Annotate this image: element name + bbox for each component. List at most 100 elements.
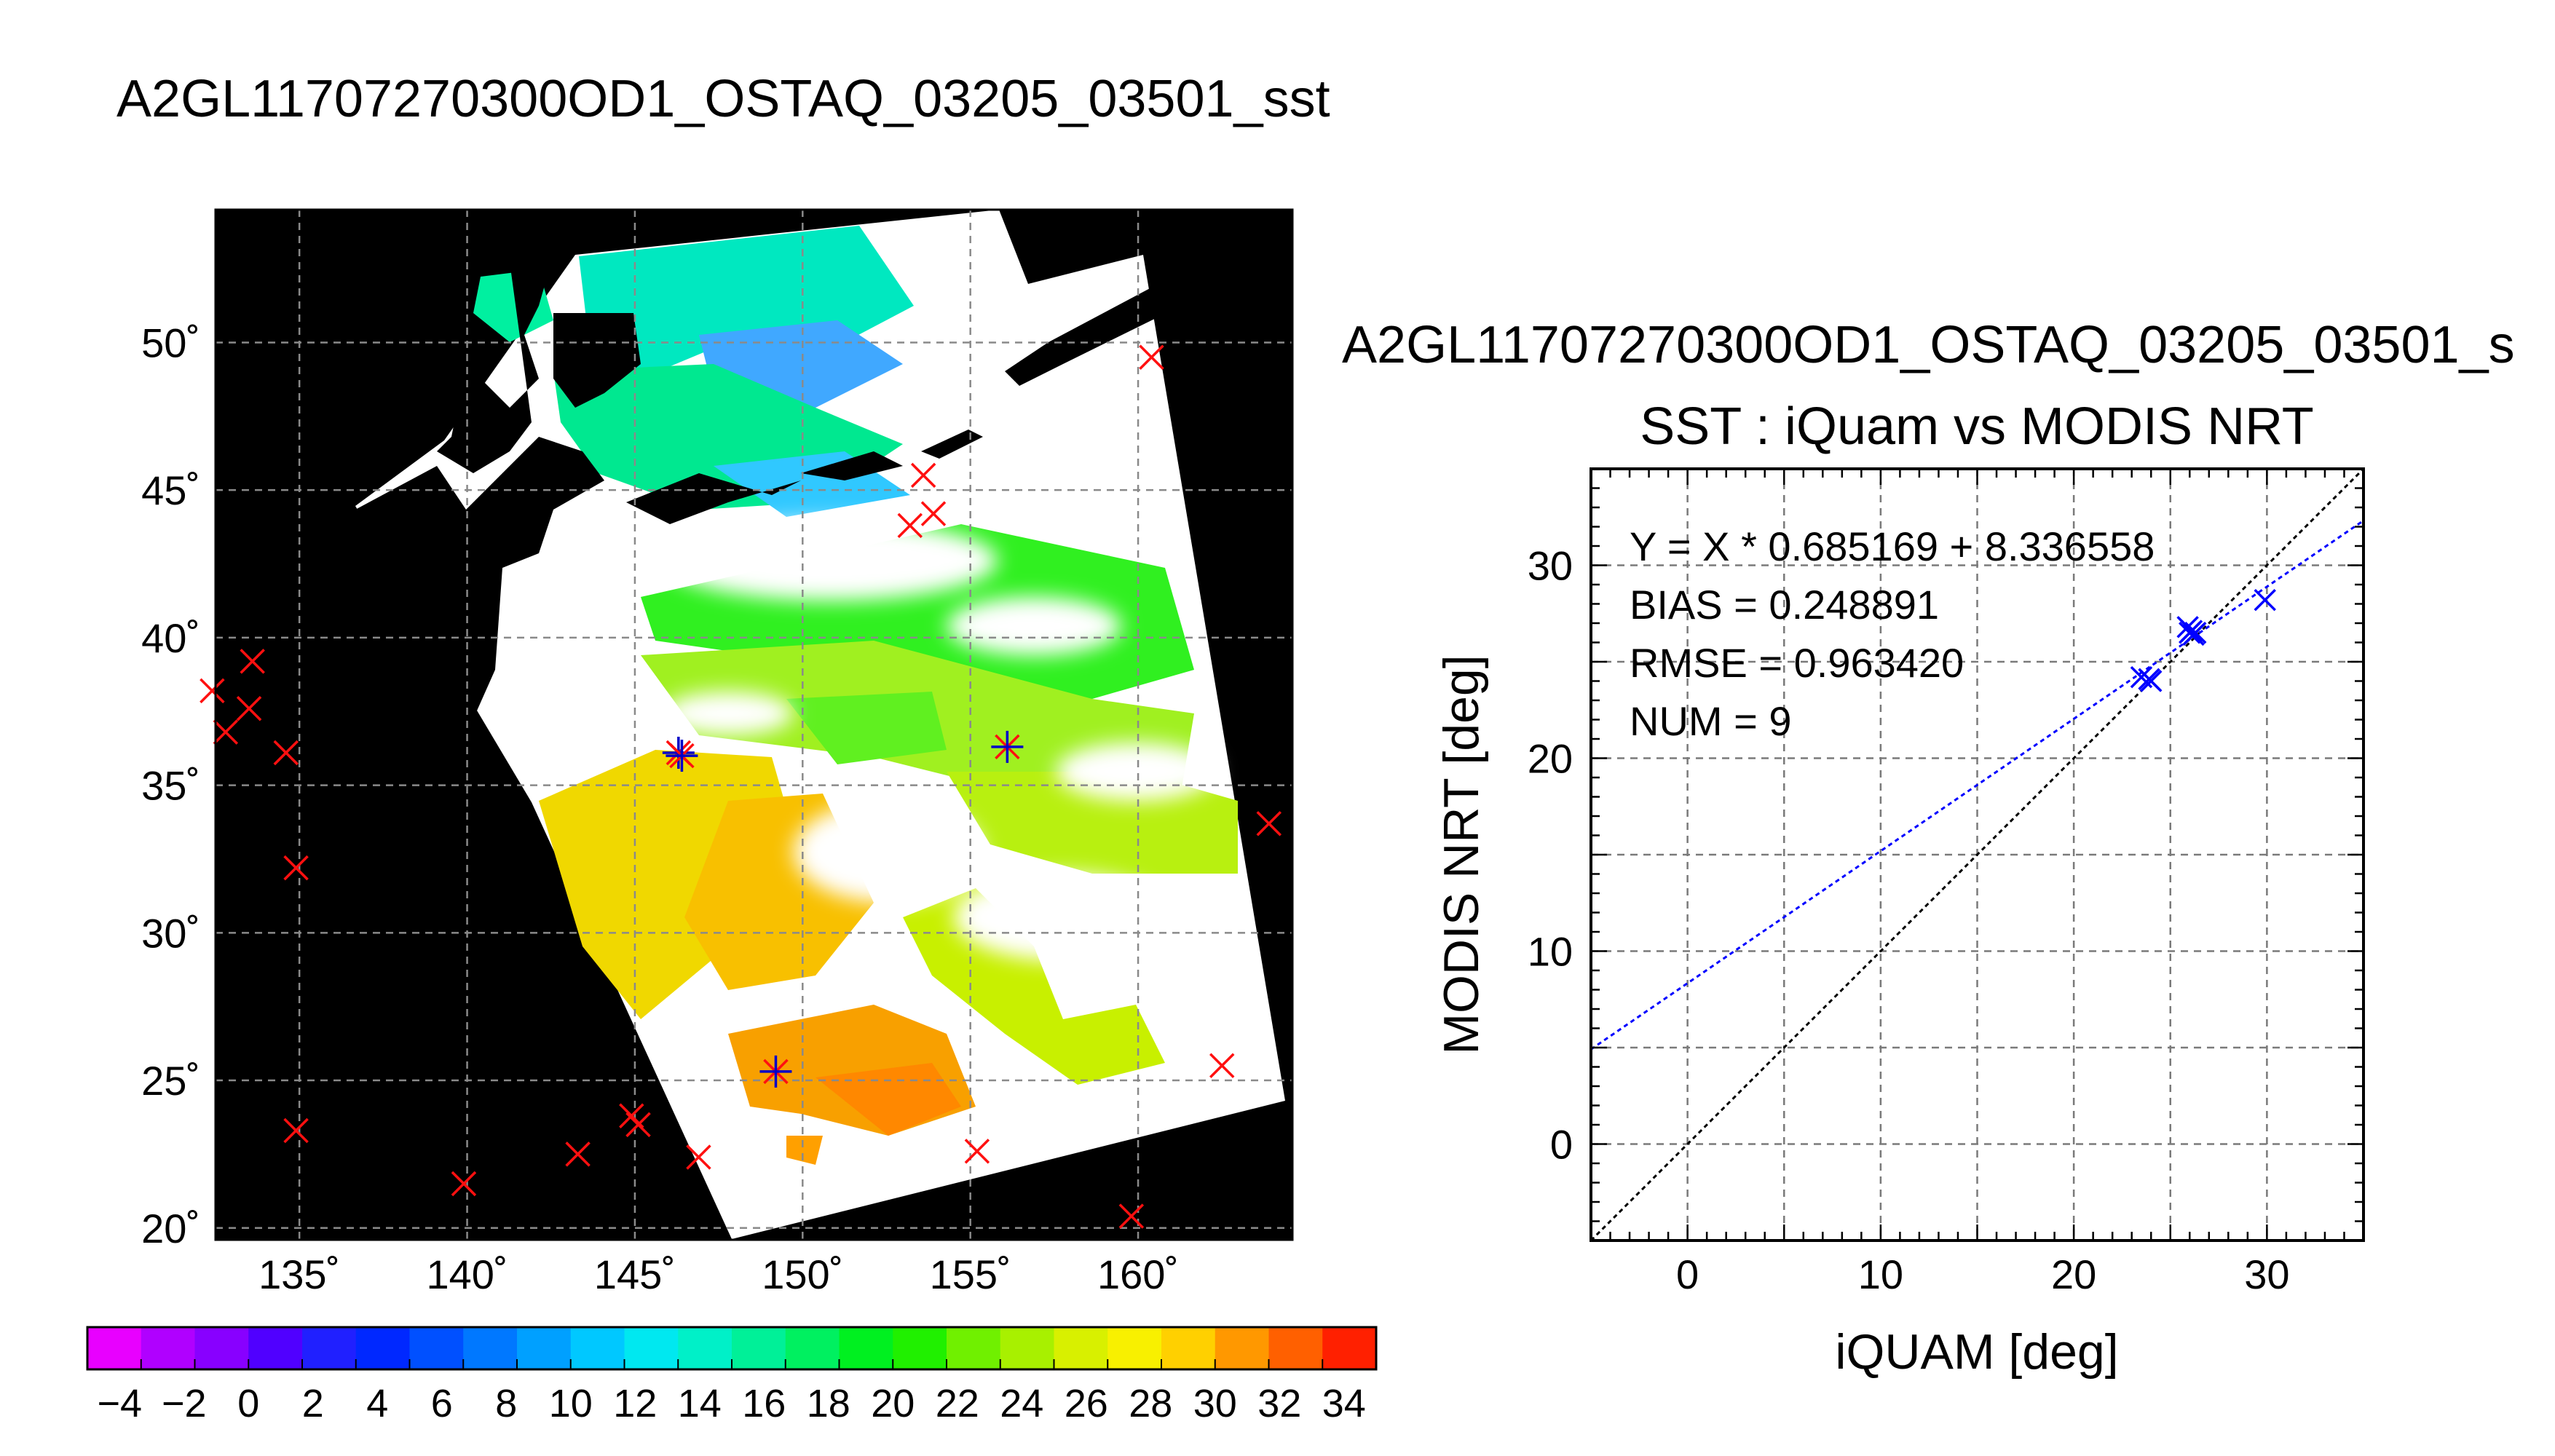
- colorbar-tick-label: 18: [807, 1382, 850, 1425]
- matchup-marker: [240, 649, 265, 674]
- matchup-marker: [200, 678, 225, 704]
- colorbar-swatch: [732, 1327, 786, 1369]
- lat-tick-label: 30˚: [141, 910, 200, 956]
- matchup-marker: [1139, 344, 1164, 370]
- matchup-marker: [273, 740, 299, 766]
- colorbar-tick-label: 10: [549, 1382, 593, 1425]
- bias-value: BIAS = 0.248891: [1630, 582, 1939, 628]
- colorbar-swatch: [1268, 1327, 1323, 1369]
- colorbar-swatches: [87, 1327, 1377, 1369]
- one-to-one-line: [1591, 469, 2364, 1241]
- colorbar-tick-label: 4: [366, 1382, 388, 1425]
- colorbar-swatch: [463, 1327, 518, 1369]
- lon-tick-label: 150˚: [762, 1251, 843, 1297]
- lon-tick-label: 145˚: [594, 1251, 676, 1297]
- scatter-point: [2180, 620, 2203, 642]
- marker-stroke: [910, 462, 936, 488]
- colorbar-swatch: [1054, 1327, 1108, 1369]
- lat-tick-label: 40˚: [141, 615, 200, 661]
- marker-stroke: [964, 1139, 990, 1164]
- colorbar-swatch: [893, 1327, 947, 1369]
- lat-tick-label: 20˚: [141, 1206, 200, 1251]
- sst-map: 20˚ 25˚ 30˚ 35˚ 40˚ 45˚ 50˚ 135˚ 140˚ 145˚ 150˚ 15…: [141, 208, 1294, 1297]
- colorbar-swatch: [1322, 1327, 1377, 1369]
- colorbar-tick-label: 6: [431, 1382, 453, 1425]
- marker-stroke: [283, 1117, 309, 1144]
- scatter-x-tick-label: 10: [1858, 1251, 1903, 1297]
- scatter-point: [2254, 588, 2276, 612]
- colorbar-tick-label: 20: [871, 1382, 915, 1425]
- matchup-marker: [910, 462, 936, 488]
- colorbar-tick-label: 2: [302, 1382, 324, 1425]
- lat-tick-label: 35˚: [141, 763, 200, 809]
- marker-stroke: [565, 1142, 591, 1167]
- colorbar-swatch: [409, 1327, 464, 1369]
- colorbar-swatch: [1161, 1327, 1216, 1369]
- colorbar-swatch: [248, 1327, 303, 1369]
- matchup-marker-in-swath: [666, 740, 698, 772]
- colorbar-tick-label: 16: [742, 1382, 786, 1425]
- map-frame: [214, 208, 1294, 1241]
- colorbar-swatch: [1215, 1327, 1269, 1369]
- matchup-marker: [1209, 1053, 1235, 1079]
- matchup-marker: [283, 1117, 309, 1144]
- matchup-marker: [964, 1139, 990, 1164]
- main-title: A2GL11707270300OD1_OSTAQ_03205_03501_sst: [117, 70, 1330, 128]
- colorbar-swatch: [517, 1327, 572, 1369]
- colorbar-tick-label: 34: [1322, 1382, 1366, 1425]
- colorbar-tick-label: 28: [1129, 1382, 1172, 1425]
- scatter-x-tick-label: 30: [2244, 1251, 2289, 1297]
- matchup-marker: [920, 501, 947, 526]
- colorbar-ticks: −4 −2 0 2 4 6 8 10 12 14 16 18 20 22 24 26 28 30 32 34: [97, 1359, 1366, 1425]
- colorbar-tick-label: 12: [613, 1382, 657, 1425]
- colorbar-tick-label: 32: [1257, 1382, 1301, 1425]
- colorbar-swatch: [302, 1327, 357, 1369]
- colorbar-tick-label: −2: [162, 1382, 207, 1425]
- colorbar-swatch: [785, 1327, 840, 1369]
- lon-tick-label: 155˚: [930, 1251, 1011, 1297]
- marker-stroke: [273, 740, 299, 766]
- scatter-point-stroke: [2180, 620, 2203, 642]
- regression-line: [1591, 519, 2364, 1051]
- scatter-y-tick-label: 10: [1528, 929, 1573, 975]
- scatter-y-tick-label: 0: [1550, 1122, 1573, 1168]
- scatter-panel: A2GL11707270300OD1_OSTAQ_03205_03501_s S…: [1342, 316, 2515, 1380]
- colorbar: −4 −2 0 2 4 6 8 10 12 14 16 18 20 22 24 26 28 30 32 34: [86, 1326, 1378, 1425]
- scatter-point-stroke: [2182, 623, 2205, 646]
- scatter-y-tick-label: 30: [1528, 543, 1573, 589]
- colorbar-swatch: [570, 1327, 625, 1369]
- marker-stroke: [213, 719, 239, 745]
- scatter-point-stroke: [2130, 665, 2153, 689]
- matchup-marker-in-swath: [991, 730, 1024, 763]
- colorbar-swatch: [678, 1327, 732, 1369]
- stats-annotations: Y = X * 0.685169 + 8.336558 BIAS = 0.248…: [1630, 523, 2155, 744]
- colorbar-tick-label: 8: [495, 1382, 517, 1425]
- scatter-header-title: A2GL11707270300OD1_OSTAQ_03205_03501_s: [1342, 316, 2515, 374]
- scatter-y-tick-labels: 0 10 20 30: [1528, 543, 1573, 1168]
- matchup-marker: [625, 1112, 651, 1138]
- marker-stroke: [1209, 1053, 1235, 1079]
- scatter-xlabel: iQUAM [deg]: [1835, 1324, 2118, 1380]
- matchup-marker: [686, 1144, 711, 1170]
- scatter-ylabel: MODIS NRT [deg]: [1434, 654, 1489, 1054]
- colorbar-swatch: [624, 1327, 679, 1369]
- map-gridlines: [216, 210, 1292, 1240]
- land: [355, 255, 1174, 743]
- marker-stroke: [240, 649, 265, 674]
- colorbar-tick-label: 22: [936, 1382, 979, 1425]
- colorbar-swatch: [194, 1327, 249, 1369]
- scatter-y-tick-label: 20: [1528, 736, 1573, 782]
- scatter-minor-ticks: [1590, 467, 2365, 1242]
- matchup-marker: [283, 855, 309, 881]
- scatter-points: [2130, 588, 2276, 692]
- scatter-x-tick-label: 20: [2051, 1251, 2096, 1297]
- colorbar-swatch: [1107, 1327, 1162, 1369]
- marker-stroke: [619, 1103, 644, 1128]
- marker-stroke: [283, 855, 309, 881]
- marker-stroke: [897, 513, 923, 539]
- marker-stroke: [451, 1171, 477, 1197]
- matchup-marker: [236, 695, 262, 721]
- marker-stroke: [686, 1144, 711, 1170]
- marker-stroke: [625, 1112, 651, 1138]
